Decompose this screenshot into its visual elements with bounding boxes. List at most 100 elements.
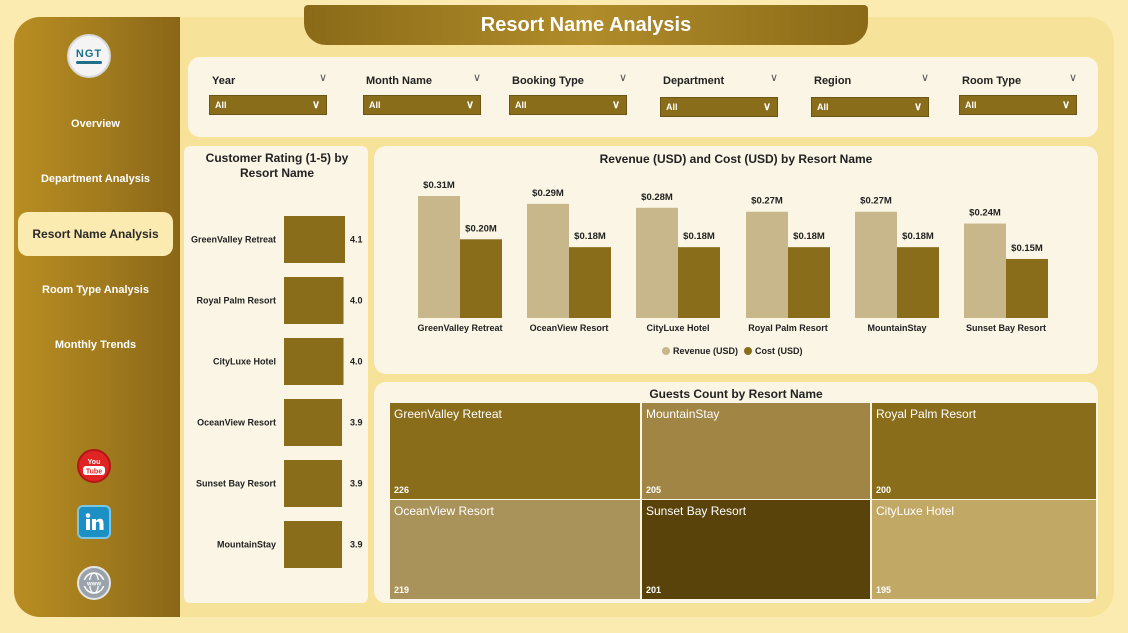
rating-value-label: 4.0 xyxy=(350,357,363,367)
filter-select[interactable]: All ∨ xyxy=(660,97,778,117)
bar-revenue-usd--greenvalley-retreat xyxy=(418,196,460,318)
bar-data-label: $0.28M xyxy=(641,192,673,203)
treemap-cell-label: MountainStay xyxy=(646,407,720,421)
revenue-category-label: GreenValley Retreat xyxy=(417,323,502,333)
nav-department-analysis[interactable]: Department Analysis xyxy=(18,157,173,201)
revenue-cost-chart: $0.31M $0.20M GreenValley Retreat $0.29M $0.… xyxy=(417,180,1048,356)
rating-bar-mountainstay xyxy=(284,521,343,568)
chevron-down-icon[interactable]: ∨ xyxy=(318,72,327,84)
treemap-cell-value: 205 xyxy=(646,485,662,495)
filter-label: Month Name xyxy=(366,75,432,87)
linkedin-icon[interactable] xyxy=(77,505,111,539)
ngt-logo: NGT xyxy=(67,34,111,78)
filter-label: Booking Type xyxy=(512,75,584,87)
bar-data-label: $0.31M xyxy=(423,180,455,191)
rating-category-label: CityLuxe Hotel xyxy=(213,357,276,367)
treemap-cell-sunset-bay-resort[interactable]: Sunset Bay Resort 201 xyxy=(642,500,870,599)
treemap-cell-royal-palm-resort[interactable]: Royal Palm Resort 200 xyxy=(872,403,1096,499)
treemap-cell-label: Sunset Bay Resort xyxy=(646,504,747,518)
chevron-down-icon: ∨ xyxy=(762,101,771,113)
chevron-down-icon: ∨ xyxy=(611,99,620,111)
youtube-icon[interactable]: You Tube xyxy=(77,449,111,483)
bar-data-label: $0.27M xyxy=(751,196,783,207)
nav-label: Resort Name Analysis xyxy=(32,227,159,241)
chevron-down-icon: ∨ xyxy=(311,99,320,111)
nav-overview[interactable]: Overview xyxy=(18,102,173,146)
treemap-cell-cityluxe-hotel[interactable]: CityLuxe Hotel 195 xyxy=(872,500,1096,599)
bar-revenue-usd--oceanview-resort xyxy=(527,203,569,318)
rating-value-label: 3.9 xyxy=(350,540,363,550)
bar-cost-usd--oceanview-resort xyxy=(569,247,611,318)
guests-card: Guests Count by Resort Name GreenValley … xyxy=(374,382,1098,603)
nav-room-type-analysis[interactable]: Room Type Analysis xyxy=(18,268,173,312)
treemap-cell-value: 201 xyxy=(646,585,662,595)
treemap-cell-greenvalley-retreat[interactable]: GreenValley Retreat 226 xyxy=(390,403,640,499)
bar-data-label: $0.18M xyxy=(574,231,606,242)
treemap-cell-label: GreenValley Retreat xyxy=(394,407,502,421)
legend-label-cost-usd-: Cost (USD) xyxy=(755,346,803,356)
bar-data-label: $0.24M xyxy=(969,208,1001,219)
bar-cost-usd--mountainstay xyxy=(897,247,939,318)
bar-data-label: $0.18M xyxy=(902,231,934,242)
filter-select[interactable]: All ∨ xyxy=(811,97,929,117)
nav-resort-name-analysis[interactable]: Resort Name Analysis xyxy=(18,212,173,256)
bar-revenue-usd--cityluxe-hotel xyxy=(636,207,678,318)
bar-revenue-usd--royal-palm-resort xyxy=(746,211,788,318)
revenue-category-label: MountainStay xyxy=(867,323,926,333)
treemap-cell-label: OceanView Resort xyxy=(394,504,494,518)
bar-cost-usd--royal-palm-resort xyxy=(788,247,830,318)
filter-select[interactable]: All ∨ xyxy=(209,95,327,115)
bar-cost-usd--cityluxe-hotel xyxy=(678,247,720,318)
rating-category-label: MountainStay xyxy=(217,540,276,550)
filter-card: Year ∨ All ∨ Month Name ∨ All ∨ Booking Ty… xyxy=(188,57,1098,137)
filter-value: All xyxy=(515,100,527,110)
guests-treemap: GreenValley Retreat 226 MountainStay 205 Roy… xyxy=(390,403,1096,601)
legend-marker-cost-usd- xyxy=(744,347,752,355)
filter-select[interactable]: All ∨ xyxy=(509,95,627,115)
revenue-category-label: OceanView Resort xyxy=(530,323,609,333)
chevron-down-icon[interactable]: ∨ xyxy=(618,72,627,84)
treemap-cell-oceanview-resort[interactable]: OceanView Resort 219 xyxy=(390,500,640,599)
nav-monthly-trends[interactable]: Monthly Trends xyxy=(18,323,173,367)
bar-data-label: $0.15M xyxy=(1011,243,1043,254)
rating-category-label: GreenValley Retreat xyxy=(191,235,276,245)
bar-cost-usd--greenvalley-retreat xyxy=(460,239,502,318)
filter-select[interactable]: All ∨ xyxy=(363,95,481,115)
bar-data-label: $0.27M xyxy=(860,196,892,207)
treemap-cell-mountainstay[interactable]: MountainStay 205 xyxy=(642,403,870,499)
revenue-category-label: Sunset Bay Resort xyxy=(966,323,1046,333)
chevron-down-icon[interactable]: ∨ xyxy=(769,72,778,84)
youtube-text-tube: Tube xyxy=(86,469,102,476)
bar-revenue-usd--mountainstay xyxy=(855,211,897,318)
rating-chart-title: Customer Rating (1-5) by Resort Name xyxy=(205,151,349,180)
chevron-down-icon: ∨ xyxy=(1061,99,1070,111)
rating-bar-oceanview-resort xyxy=(284,399,343,446)
guests-chart-title: Guests Count by Resort Name xyxy=(649,387,823,401)
filter-label: Year xyxy=(212,75,236,87)
treemap-cell-value: 226 xyxy=(394,485,410,495)
globe-icon[interactable]: www xyxy=(77,566,111,600)
filter-value: All xyxy=(965,100,977,110)
chevron-down-icon[interactable]: ∨ xyxy=(920,72,929,84)
treemap-cell-label: CityLuxe Hotel xyxy=(876,504,955,518)
rating-category-label: Sunset Bay Resort xyxy=(196,479,276,489)
filter-value: All xyxy=(817,102,829,112)
rating-bar-cityluxe-hotel xyxy=(284,338,344,385)
chevron-down-icon[interactable]: ∨ xyxy=(472,72,481,84)
rating-value-label: 4.0 xyxy=(350,296,363,306)
chevron-down-icon[interactable]: ∨ xyxy=(1068,72,1077,84)
filter-label: Room Type xyxy=(962,75,1022,87)
nav-label: Room Type Analysis xyxy=(42,284,149,296)
logo-text: NGT xyxy=(75,48,103,60)
bar-data-label: $0.29M xyxy=(532,188,564,199)
rating-category-label: Royal Palm Resort xyxy=(196,296,276,306)
bar-data-label: $0.18M xyxy=(793,231,825,242)
filter-value: All xyxy=(369,100,381,110)
nav-label: Monthly Trends xyxy=(54,339,137,351)
filter-select[interactable]: All ∨ xyxy=(959,95,1077,115)
filter-value: All xyxy=(215,100,227,110)
logo-swoosh-icon xyxy=(76,61,102,64)
legend-marker-revenue-usd- xyxy=(662,347,670,355)
chevron-down-icon: ∨ xyxy=(465,99,474,111)
rating-bar-royal-palm-resort xyxy=(284,277,344,324)
